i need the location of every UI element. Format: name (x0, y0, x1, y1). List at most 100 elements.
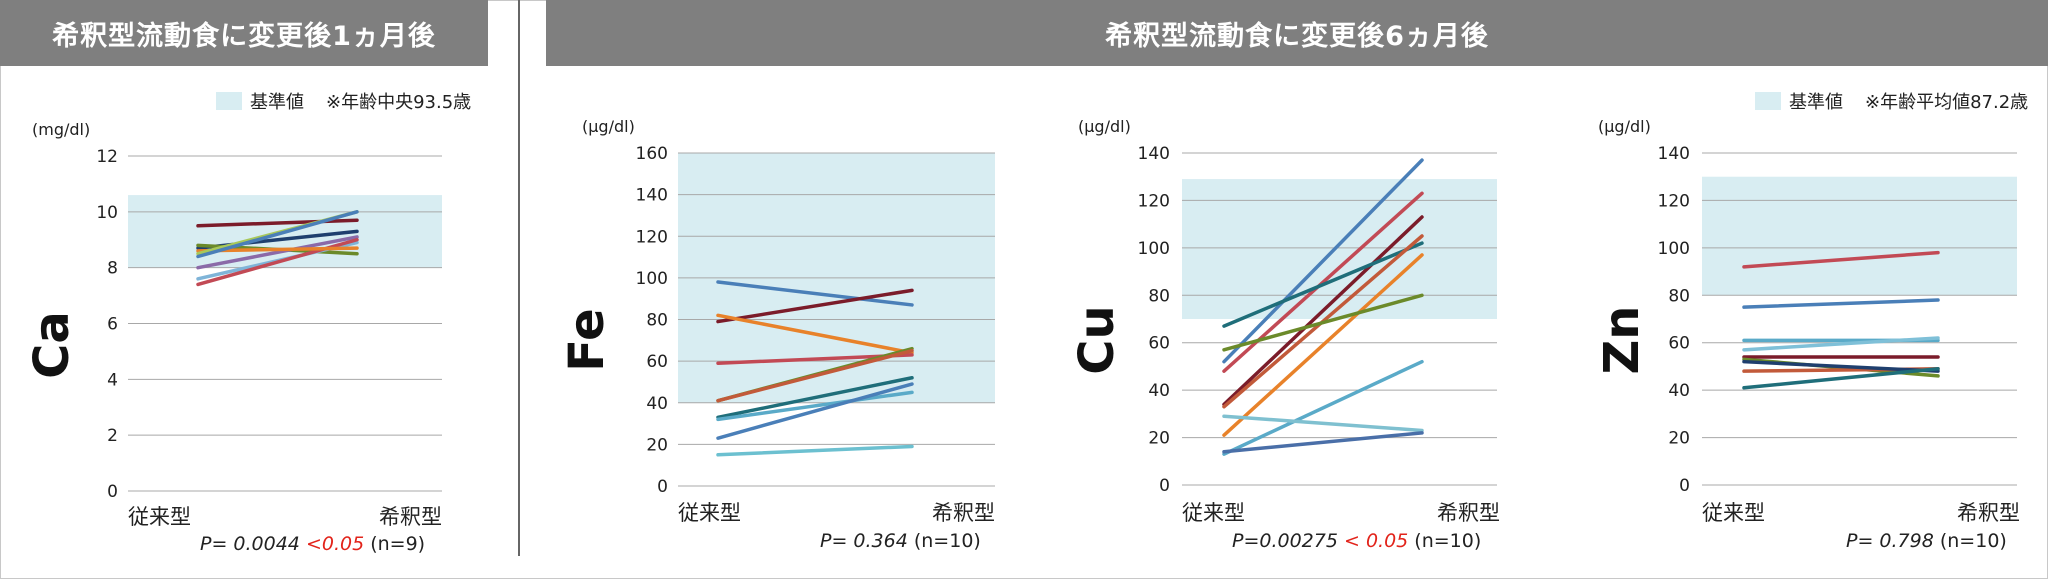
significance-threshold: < 0.05 (1337, 530, 1409, 552)
sample-size: (n=10) (1933, 530, 2007, 552)
series-line (1222, 293, 1424, 352)
y-tick-label: 40 (646, 394, 668, 414)
reference-range-band (1702, 176, 2017, 296)
y-tick-label: 8 (107, 259, 118, 279)
y-tick-label: 60 (646, 352, 668, 372)
p-value-note: P= 0.364 (n=10) (820, 530, 981, 552)
series-line (716, 444, 914, 457)
x-category-label: 希釈型 (932, 501, 995, 525)
x-category-label: 従来型 (1702, 501, 1765, 525)
y-tick-label: 0 (1159, 476, 1170, 496)
element-label: Zn (1594, 305, 1650, 375)
series-line (716, 288, 914, 324)
y-tick-label: 120 (636, 227, 668, 247)
y-unit-label: (μg/dl) (1078, 117, 1131, 136)
y-tick-label: 2 (107, 426, 118, 446)
x-category-label: 従来型 (1182, 501, 1245, 525)
series-line (716, 390, 914, 422)
p-value-note: P= 0.798 (n=10) (1846, 530, 2007, 552)
legend-right: 基準値 ※年齢平均値87.2歳 (1755, 88, 2028, 114)
y-tick-label: 140 (1138, 144, 1170, 164)
legend-age-note: ※年齢平均値87.2歳 (1865, 92, 2029, 113)
p-value-note: P=0.00275 < 0.05 (n=10) (1232, 530, 1481, 552)
series-line (1222, 253, 1424, 437)
y-tick-label: 40 (1148, 381, 1170, 401)
series-line (716, 313, 914, 355)
significance-threshold: <0.05 (299, 533, 365, 555)
series-line (1742, 367, 1940, 390)
legend-swatch-label: 基準値 (1789, 92, 1843, 113)
p-value: P= 0.798 (1846, 530, 1934, 552)
x-category-label: 希釈型 (1957, 501, 2020, 525)
series-line (1742, 298, 1940, 309)
y-tick-label: 100 (1658, 239, 1690, 259)
y-tick-label: 6 (107, 315, 118, 335)
x-category-label: 従来型 (678, 501, 741, 525)
reference-band-swatch (216, 92, 242, 110)
y-tick-label: 80 (1148, 286, 1170, 306)
header-1-month: 希釈型流動食に変更後1ヵ月後 (0, 0, 488, 66)
series-line (716, 280, 914, 307)
header-6-months: 希釈型流動食に変更後6ヵ月後 (546, 0, 2048, 66)
sample-size: (n=10) (1408, 530, 1482, 552)
y-tick-label: 120 (1138, 191, 1170, 211)
y-tick-label: 20 (1668, 429, 1690, 449)
series-line (1222, 215, 1424, 407)
p-value-note: P= 0.0044 <0.05 (n=9) (200, 533, 425, 555)
series-line (1222, 241, 1424, 328)
y-tick-label: 140 (636, 186, 668, 206)
y-unit-label: (μg/dl) (1598, 117, 1651, 136)
y-tick-label: 140 (1658, 144, 1690, 164)
x-category-label: 希釈型 (379, 505, 442, 529)
series-line (1222, 158, 1424, 364)
y-tick-label: 80 (1668, 286, 1690, 306)
y-tick-label: 0 (107, 482, 118, 502)
y-unit-label: (mg/dl) (32, 120, 91, 139)
p-value: P= 0.0044 (200, 533, 300, 555)
y-tick-label: 60 (1668, 334, 1690, 354)
y-tick-label: 20 (646, 435, 668, 455)
series-line (1742, 359, 1940, 373)
y-tick-label: 20 (1148, 429, 1170, 449)
series-line (196, 235, 359, 270)
x-category-label: 希釈型 (1437, 501, 1500, 525)
series-line (1742, 336, 1940, 352)
y-tick-label: 100 (636, 269, 668, 289)
y-tick-label: 0 (657, 477, 668, 497)
y-tick-label: 0 (1679, 476, 1690, 496)
series-line (1222, 431, 1424, 454)
series-line (716, 348, 914, 403)
legend-left: 基準値 ※年齢中央93.5歳 (216, 88, 471, 114)
sample-size: (n=10) (907, 530, 981, 552)
y-tick-label: 160 (636, 144, 668, 164)
reference-band-swatch (1755, 92, 1781, 110)
y-tick-label: 40 (1668, 381, 1690, 401)
p-value: P=0.00275 (1232, 530, 1338, 552)
y-tick-label: 10 (96, 203, 118, 223)
section-divider (518, 0, 520, 556)
legend-swatch-label: 基準値 (250, 92, 304, 113)
y-tick-label: 100 (1138, 239, 1170, 259)
y-tick-label: 120 (1658, 191, 1690, 211)
series-line (1222, 414, 1424, 433)
series-line (716, 376, 914, 420)
series-line (1742, 250, 1940, 269)
series-line (716, 382, 914, 440)
series-line (196, 210, 359, 259)
y-tick-label: 60 (1148, 334, 1170, 354)
x-category-label: 従来型 (128, 505, 191, 529)
series-line (1222, 359, 1424, 456)
y-tick-label: 80 (646, 311, 668, 331)
legend-age-note: ※年齢中央93.5歳 (326, 92, 472, 113)
y-unit-label: (μg/dl) (582, 117, 635, 136)
y-tick-label: 12 (96, 147, 118, 167)
p-value: P= 0.364 (820, 530, 908, 552)
